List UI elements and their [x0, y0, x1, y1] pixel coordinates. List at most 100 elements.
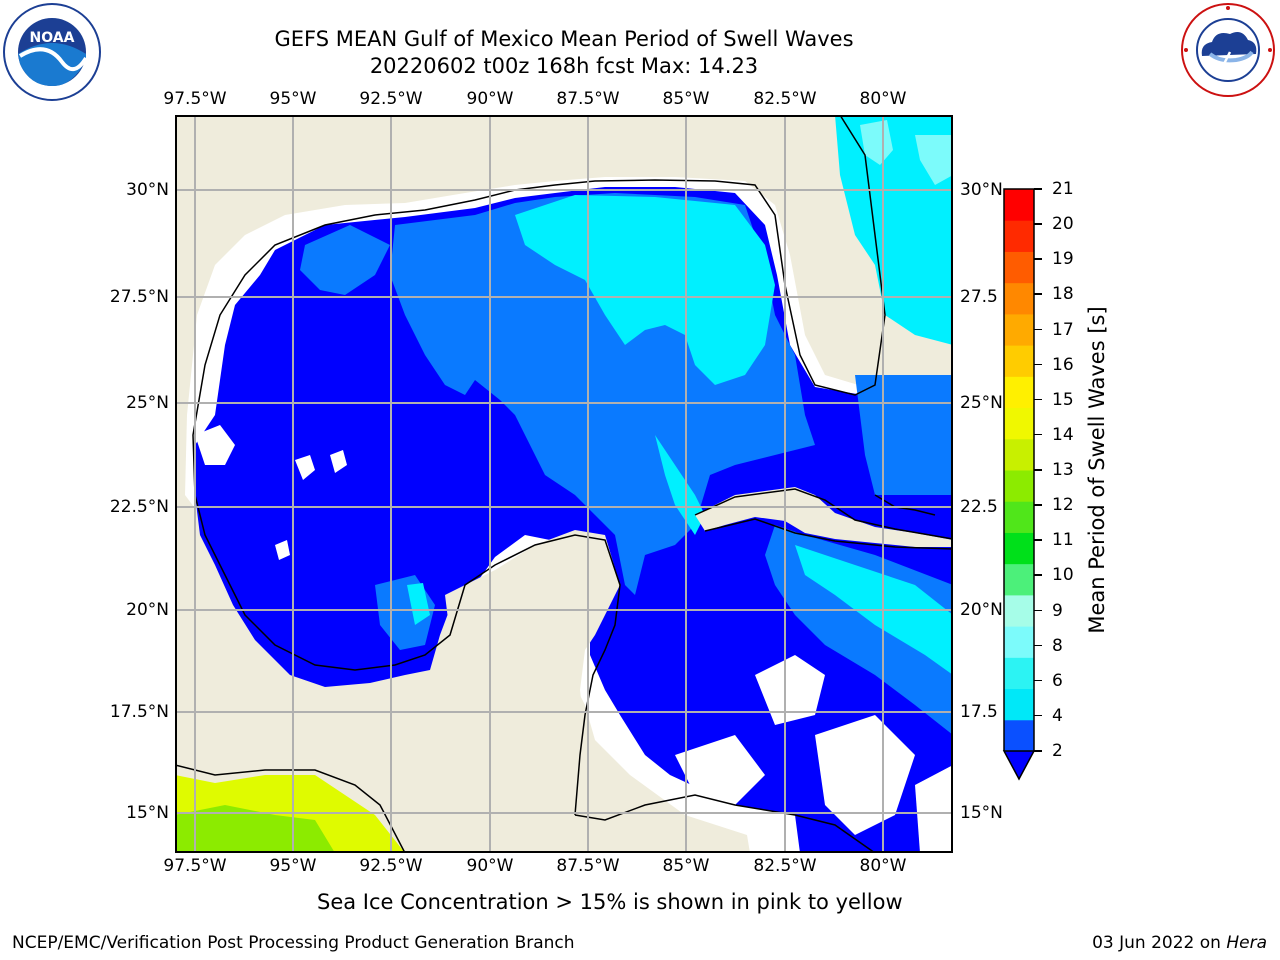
colorbar-segment: [1004, 189, 1034, 221]
colorbar-tick-label: 6: [1052, 670, 1063, 691]
colorbar-label: Mean Period of Swell Waves [s]: [1085, 306, 1109, 634]
colorbar-segment: [1004, 438, 1034, 471]
longitude-tick-top: 82.5°W: [753, 89, 817, 109]
footer-date-text: 03 Jun 2022 on: [1092, 933, 1227, 953]
colorbar-tick-label: 12: [1052, 495, 1074, 516]
no-data-patches: [195, 425, 953, 853]
colorbar-tick-label: 4: [1052, 705, 1063, 726]
colorbar-tick-mark: [1034, 433, 1042, 436]
chart-title: GEFS MEAN Gulf of Mexico Mean Period of …: [274, 27, 854, 51]
pacific-swell-green: [175, 805, 335, 853]
colorbar-tick-mark: [1034, 714, 1042, 717]
colorbar-segment: [1004, 407, 1034, 440]
colorbar-tick-label: 14: [1052, 424, 1074, 445]
colorbar-tick-mark: [1034, 188, 1042, 190]
period-2-4s-region: [300, 193, 953, 735]
colorbar-tick-label: 20: [1052, 214, 1074, 235]
colorbar-segment: [1004, 563, 1034, 596]
map-panel: [175, 115, 953, 853]
colorbar-segment: [1004, 313, 1034, 346]
latitude-tick-left: 15°N: [126, 803, 169, 823]
colorbar-tick-mark: [1034, 258, 1042, 260]
colorbar-tick-mark: [1034, 609, 1042, 611]
colorbar-segment: [1004, 282, 1034, 315]
latitude-tick-left: 17.5°N: [109, 702, 169, 722]
colorbar-tick-label: 16: [1052, 354, 1074, 375]
colorbar-extend-arrow: [1002, 750, 1036, 781]
longitude-tick-bottom: 80°W: [859, 856, 907, 876]
colorbar-segment: [1004, 251, 1034, 284]
longitude-tick-top: 90°W: [466, 89, 514, 109]
longitude-tick-top: 85°W: [662, 89, 710, 109]
colorbar-tick-label: 15: [1052, 389, 1074, 410]
colorbar-segment: [1004, 719, 1034, 752]
colorbar-tick-label: 11: [1052, 530, 1074, 551]
colorbar-tick-mark: [1034, 469, 1042, 471]
colorbar-tick-mark: [1034, 574, 1042, 576]
longitude-tick-bottom: 87.5°W: [556, 856, 620, 876]
colorbar-segment: [1004, 345, 1034, 377]
colorbar: [1000, 186, 1050, 786]
colorbar-segment: [1004, 501, 1034, 533]
longitude-tick-top: 97.5°W: [163, 89, 227, 109]
colorbar-scale: [1002, 188, 1036, 781]
longitude-tick-bottom: 85°W: [662, 856, 710, 876]
longitude-tick-bottom: 97.5°W: [163, 856, 227, 876]
longitude-tick-top: 87.5°W: [556, 89, 620, 109]
colorbar-segment: [1004, 376, 1034, 409]
colorbar-tick-mark: [1034, 293, 1042, 295]
colorbar-tick-mark: [1034, 398, 1042, 401]
colorbar-segment: [1004, 470, 1034, 502]
latitude-tick-left: 25°N: [126, 393, 169, 413]
colorbar-segment: [1004, 594, 1034, 627]
latitude-tick-left: 20°N: [126, 600, 169, 620]
colorbar-segment: [1004, 688, 1034, 721]
latitude-tick-right: 17.5: [960, 702, 998, 722]
sea-ice-caption: Sea Ice Concentration > 15% is shown in …: [317, 890, 903, 914]
latitude-tick-right: 25°N: [960, 393, 1003, 413]
latitude-tick-right: 30°N: [960, 180, 1003, 200]
colorbar-segment: [1004, 532, 1034, 565]
colorbar-tick-label: 10: [1052, 565, 1074, 586]
colorbar-segment: [1004, 220, 1034, 252]
colorbar-tick-mark: [1034, 328, 1042, 330]
latitude-tick-right: 20°N: [960, 600, 1003, 620]
longitude-tick-bottom: 82.5°W: [753, 856, 817, 876]
longitude-tick-top: 80°W: [859, 89, 907, 109]
colorbar-tick-label: 18: [1052, 284, 1074, 305]
latitude-tick-left: 30°N: [126, 180, 169, 200]
colorbar-tick-mark: [1034, 679, 1042, 682]
noaa-logo-icon: NOAA: [3, 3, 101, 101]
longitude-tick-bottom: 90°W: [466, 856, 514, 876]
colorbar-tick-mark: [1034, 363, 1042, 366]
colorbar-tick-label: 17: [1052, 319, 1074, 340]
colorbar-tick-label: 2: [1052, 741, 1063, 761]
chart-subtitle: 20220602 t00z 168h fcst Max: 14.23: [369, 54, 759, 78]
coastlines: [175, 115, 953, 853]
footer-machine: Hera: [1226, 933, 1267, 953]
map-canvas: [175, 115, 953, 853]
colorbar-tick-label: 9: [1052, 600, 1063, 621]
colorbar-segment: [1004, 626, 1034, 658]
footer-date: 03 Jun 2022 on Hera: [1092, 933, 1267, 953]
colorbar-tick-mark: [1034, 644, 1042, 647]
longitude-tick-top: 95°W: [269, 89, 317, 109]
latitude-tick-right: 15°N: [960, 803, 1003, 823]
footer-org: NCEP/EMC/Verification Post Processing Pr…: [12, 933, 575, 953]
colorbar-segment: [1004, 657, 1034, 690]
graticule: [175, 115, 953, 853]
colorbar-tick-label: 8: [1052, 635, 1063, 656]
colorbar-tick-mark: [1034, 750, 1042, 752]
colorbar-tick-mark: [1034, 504, 1042, 506]
longitude-tick-top: 92.5°W: [359, 89, 423, 109]
latitude-tick-right: 22.5: [960, 497, 998, 517]
latitude-tick-left: 22.5°N: [109, 497, 169, 517]
period-4-6s-region: [407, 115, 953, 675]
latitude-tick-right: 27.5: [960, 287, 998, 307]
colorbar-tick-mark: [1034, 539, 1042, 541]
colorbar-tick-mark: [1034, 223, 1042, 225]
longitude-tick-bottom: 92.5°W: [359, 856, 423, 876]
colorbar-tick-label: 13: [1052, 460, 1074, 480]
latitude-tick-left: 27.5°N: [109, 287, 169, 307]
colorbar-tick-label: 19: [1052, 249, 1074, 270]
